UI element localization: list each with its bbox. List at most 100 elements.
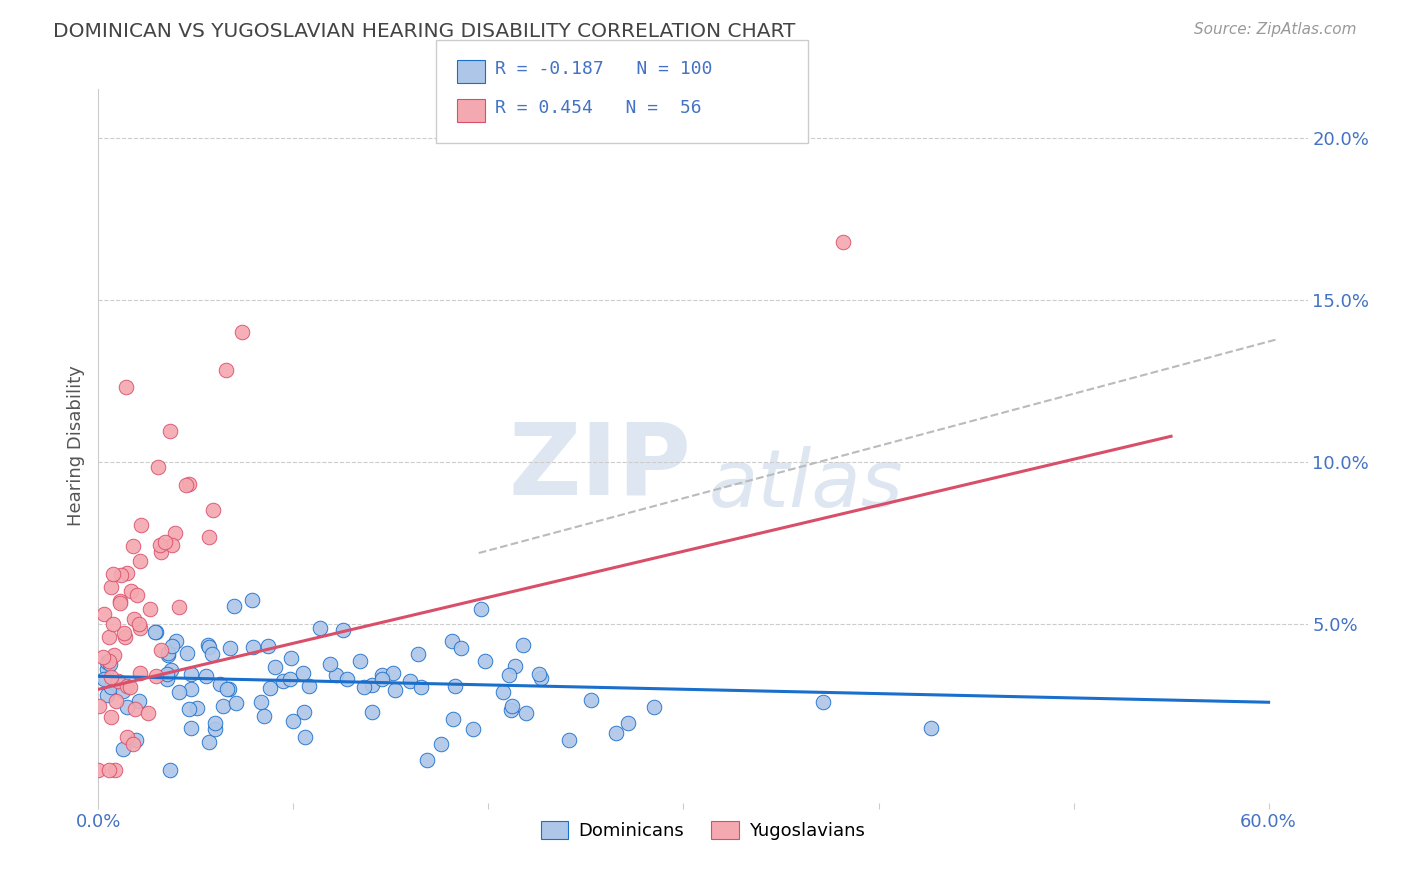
Point (159, 425, 181, 439)
Point (643, 699, 665, 714)
Point (139, 602, 162, 616)
Point (149, 643, 172, 657)
Point (215, 362, 238, 376)
Point (159, 763, 181, 777)
Point (101, 678, 124, 692)
Point (491, 685, 513, 699)
Point (100, 670, 122, 684)
Point (409, 681, 432, 695)
Point (108, 596, 131, 610)
Point (121, 737, 143, 751)
Point (128, 665, 150, 680)
Point (122, 612, 145, 626)
Point (96, 655, 118, 669)
Point (167, 600, 190, 615)
Point (250, 695, 273, 709)
Point (318, 657, 340, 671)
Point (97, 655, 120, 669)
Point (225, 697, 247, 711)
Point (112, 683, 135, 698)
Point (360, 678, 382, 692)
Point (430, 737, 453, 751)
Point (156, 672, 179, 686)
Point (399, 673, 422, 688)
Point (218, 681, 240, 696)
Point (100, 580, 122, 594)
Point (117, 730, 139, 744)
Point (416, 753, 439, 767)
Text: Source: ZipAtlas.com: Source: ZipAtlas.com (1194, 22, 1357, 37)
Point (155, 534, 177, 549)
Point (124, 702, 146, 716)
Point (264, 659, 287, 673)
Point (165, 634, 187, 648)
Point (107, 673, 129, 688)
Point (115, 679, 138, 693)
Point (325, 668, 347, 682)
Point (503, 659, 526, 673)
Point (176, 646, 198, 660)
Point (110, 567, 132, 582)
Point (149, 538, 172, 552)
Point (104, 764, 127, 778)
Point (101, 567, 124, 582)
Point (121, 584, 143, 599)
Point (197, 640, 219, 655)
Point (96, 672, 118, 686)
Point (381, 665, 404, 680)
Point (298, 680, 321, 694)
Point (832, 235, 855, 249)
Point (450, 640, 472, 655)
Point (156, 647, 179, 661)
Point (212, 698, 235, 713)
Point (145, 625, 167, 640)
Point (474, 654, 496, 668)
Point (121, 539, 143, 553)
Point (920, 721, 942, 735)
Point (461, 722, 484, 736)
Point (93, 672, 115, 686)
Point (294, 731, 316, 745)
Point (215, 682, 238, 697)
Point (441, 633, 464, 648)
Point (162, 639, 184, 653)
Point (197, 638, 219, 652)
Point (180, 667, 202, 681)
Point (174, 478, 197, 492)
Point (115, 380, 138, 394)
Point (219, 641, 242, 656)
Point (111, 742, 134, 756)
Point (179, 702, 201, 716)
Point (501, 698, 523, 713)
Point (198, 530, 221, 544)
Y-axis label: Hearing Disability: Hearing Disability (66, 366, 84, 526)
Point (112, 626, 135, 640)
Point (103, 648, 125, 663)
Point (87, 764, 110, 778)
Point (231, 326, 253, 340)
Point (361, 705, 384, 719)
Point (91, 649, 114, 664)
Point (115, 699, 138, 714)
Point (104, 693, 127, 707)
Point (96, 688, 118, 702)
Point (222, 599, 245, 613)
Point (117, 566, 139, 580)
Point (96, 662, 118, 676)
Point (336, 672, 359, 686)
Text: R = 0.454   N =  56: R = 0.454 N = 56 (495, 99, 702, 117)
Point (129, 621, 152, 635)
Point (180, 721, 202, 735)
Point (530, 671, 553, 685)
Text: DOMINICAN VS YUGOSLAVIAN HEARING DISABILITY CORRELATION CHART: DOMINICAN VS YUGOSLAVIAN HEARING DISABIL… (53, 22, 796, 41)
Point (240, 593, 263, 607)
Point (271, 673, 294, 688)
Point (124, 733, 146, 747)
Point (194, 669, 217, 683)
Point (145, 669, 167, 683)
Point (114, 631, 136, 645)
Point (257, 640, 280, 654)
Point (98, 657, 121, 671)
Point (97, 630, 120, 644)
Point (292, 705, 315, 719)
